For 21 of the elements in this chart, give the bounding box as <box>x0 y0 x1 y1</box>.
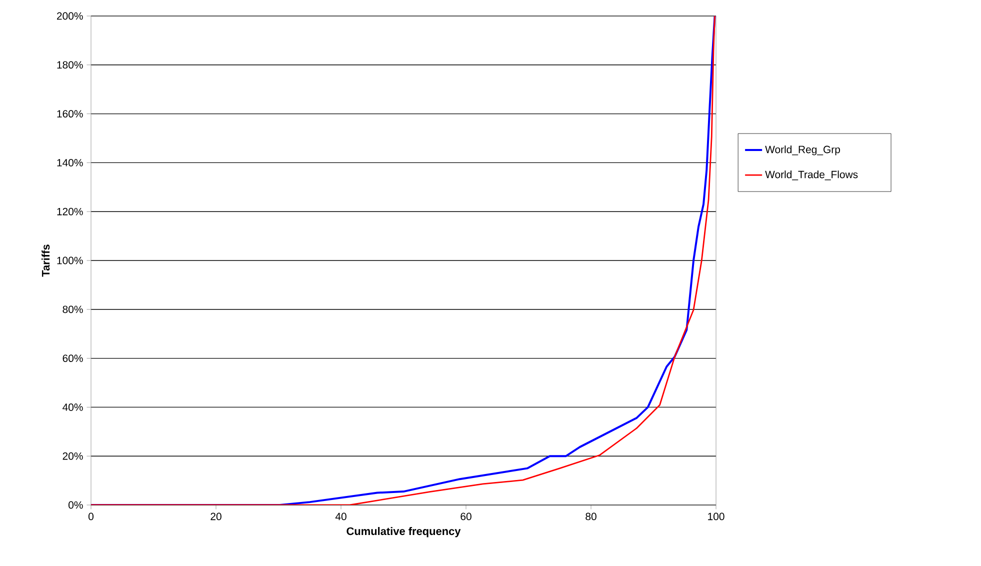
y-tick-label: 140% <box>57 159 83 166</box>
x-tick-label: 100 <box>708 512 724 520</box>
y-axis-title: Tariffs <box>42 244 50 277</box>
y-tick-label: 160% <box>57 110 83 118</box>
y-tick-label: 100% <box>57 256 83 264</box>
x-tick-label: 80 <box>586 512 596 520</box>
y-tick-label: 80% <box>62 306 83 314</box>
y-tick-label: 40% <box>62 404 83 411</box>
y-tick-label: 120% <box>57 208 83 216</box>
y-tick-label: 60% <box>62 354 83 362</box>
legend-label: World_Trade_Flows <box>765 170 858 180</box>
x-tick-label: 0 <box>88 512 94 520</box>
x-tick-label: 40 <box>335 512 346 520</box>
legend-label: World_Reg_Grp <box>765 146 840 156</box>
x-tick-label: 20 <box>210 512 222 520</box>
y-tick-label: 20% <box>62 452 83 460</box>
y-tick-label: 200% <box>57 12 83 20</box>
x-tick-label: 60 <box>460 512 472 520</box>
y-tick-label: 0% <box>68 501 83 509</box>
x-axis-title: Cumulative frequency <box>346 527 461 538</box>
y-tick-label: 180% <box>57 61 83 69</box>
